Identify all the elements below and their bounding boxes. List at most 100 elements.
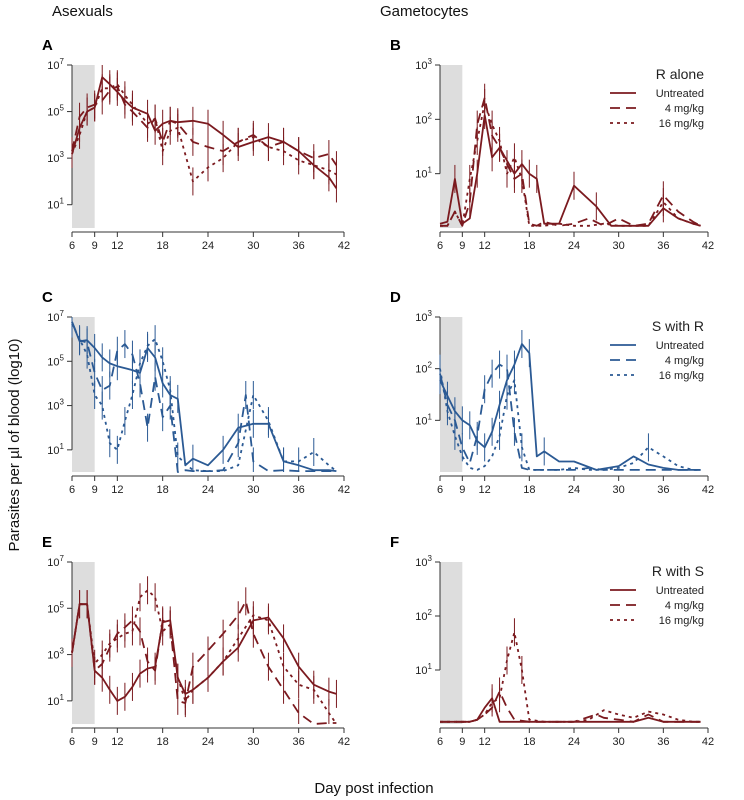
x-tick-label: 24 (202, 736, 214, 748)
series-solid (440, 684, 701, 723)
series-dashed (439, 350, 701, 471)
series-line (71, 603, 337, 702)
x-tick-label: 30 (247, 240, 259, 252)
x-tick-label: 24 (202, 484, 214, 496)
panel-d: D 101 102 103 6 9 12 18 24 30 36 42 S with R Untreate… (390, 289, 714, 496)
legend-item-label: 16 mg/kg (659, 370, 704, 382)
legend-item-label: Untreated (656, 340, 704, 352)
series-line (71, 83, 337, 183)
x-tick-label: 6 (69, 484, 75, 496)
series-line (71, 321, 337, 473)
series-line (71, 589, 338, 725)
legend-item-label: Untreated (656, 585, 704, 597)
series-dotted (440, 88, 701, 227)
column-title-gametocytes: Gametocytes (380, 3, 469, 20)
panel-label-f: F (390, 534, 399, 551)
panel-c: C 101 103 105 107 6 9 12 18 24 30 36 42 (42, 289, 350, 496)
y-tick-label: 107 (47, 309, 64, 324)
y-tick-label: 105 (47, 104, 64, 119)
x-tick-label: 6 (69, 736, 75, 748)
x-tick-label: 36 (657, 240, 669, 252)
x-tick-label: 18 (157, 736, 169, 748)
x-tick-label: 6 (437, 240, 443, 252)
x-tick-label: 9 (92, 484, 98, 496)
series-line (71, 85, 338, 166)
y-tick-label: 101 (47, 442, 64, 457)
x-tick-label: 42 (338, 240, 350, 252)
x-tick-label: 42 (702, 484, 714, 496)
x-tick-label: 9 (459, 240, 465, 252)
series-line (440, 96, 702, 227)
treatment-window-shade (72, 562, 95, 724)
series-solid (71, 317, 337, 472)
series-line (440, 631, 701, 723)
y-tick-label: 105 (47, 353, 64, 368)
series-dotted (71, 576, 338, 725)
series-dotted (71, 70, 337, 196)
x-tick-label: 18 (157, 240, 169, 252)
series-line (440, 102, 701, 227)
x-tick-label: 30 (613, 484, 625, 496)
y-axis-label: Parasites per µl of blood (log10) (6, 339, 23, 552)
x-tick-label: 12 (479, 736, 491, 748)
y-tick-label: 101 (415, 166, 432, 181)
x-tick-label: 36 (657, 736, 669, 748)
series-dashed (71, 72, 338, 180)
series-line (439, 363, 701, 471)
panel-label-d: D (390, 289, 401, 306)
x-tick-label: 24 (568, 240, 580, 252)
treatment-window-shade (72, 317, 95, 472)
y-tick-label: 107 (47, 57, 64, 72)
x-tick-label: 6 (69, 240, 75, 252)
x-tick-label: 42 (338, 484, 350, 496)
y-tick-label: 103 (415, 554, 432, 569)
x-tick-label: 42 (702, 736, 714, 748)
series-solid (71, 65, 338, 203)
x-tick-label: 36 (293, 484, 305, 496)
panel-b: B 101 102 103 6 9 12 18 24 30 36 42 R alone Untreated… (390, 37, 714, 252)
x-tick-label: 36 (293, 736, 305, 748)
y-tick-label: 107 (47, 554, 64, 569)
legend-title: S with R (652, 318, 704, 334)
series-dashed (71, 317, 337, 473)
y-tick-label: 103 (415, 57, 432, 72)
x-tick-label: 9 (459, 736, 465, 748)
treatment-window-shade (440, 562, 463, 724)
x-tick-label: 18 (157, 484, 169, 496)
series-dotted (440, 618, 701, 723)
y-tick-label: 102 (415, 608, 432, 623)
x-tick-label: 12 (479, 484, 491, 496)
x-tick-label: 18 (523, 484, 535, 496)
series-line (71, 76, 338, 189)
x-tick-label: 18 (523, 736, 535, 748)
legend-item-label: Untreated (656, 88, 704, 100)
y-tick-label: 101 (415, 662, 432, 677)
x-tick-label: 18 (523, 240, 535, 252)
x-tick-label: 30 (247, 736, 259, 748)
x-tick-label: 6 (437, 736, 443, 748)
x-tick-label: 9 (92, 736, 98, 748)
legend-item-label: 16 mg/kg (659, 615, 704, 627)
series-solid (439, 330, 701, 471)
y-tick-label: 103 (415, 309, 432, 324)
legend-item-label: 4 mg/kg (665, 600, 704, 612)
x-tick-label: 12 (111, 736, 123, 748)
series-line (439, 343, 701, 471)
y-tick-label: 102 (415, 111, 432, 126)
x-tick-label: 12 (479, 240, 491, 252)
legend-item-label: 4 mg/kg (665, 355, 704, 367)
legend-item-label: 4 mg/kg (665, 103, 704, 115)
series-line (71, 600, 337, 725)
panel-f: F 101 102 103 6 9 12 18 24 30 36 42 R with S Untreate… (390, 534, 714, 748)
x-tick-label: 36 (657, 484, 669, 496)
treatment-window-shade (72, 65, 95, 228)
x-tick-label: 30 (613, 240, 625, 252)
x-tick-label: 24 (568, 736, 580, 748)
series-dotted (439, 354, 701, 471)
y-tick-label: 103 (47, 647, 64, 662)
x-tick-label: 12 (111, 484, 123, 496)
y-tick-label: 101 (415, 412, 432, 427)
series-solid (71, 590, 337, 715)
x-tick-label: 24 (202, 240, 214, 252)
